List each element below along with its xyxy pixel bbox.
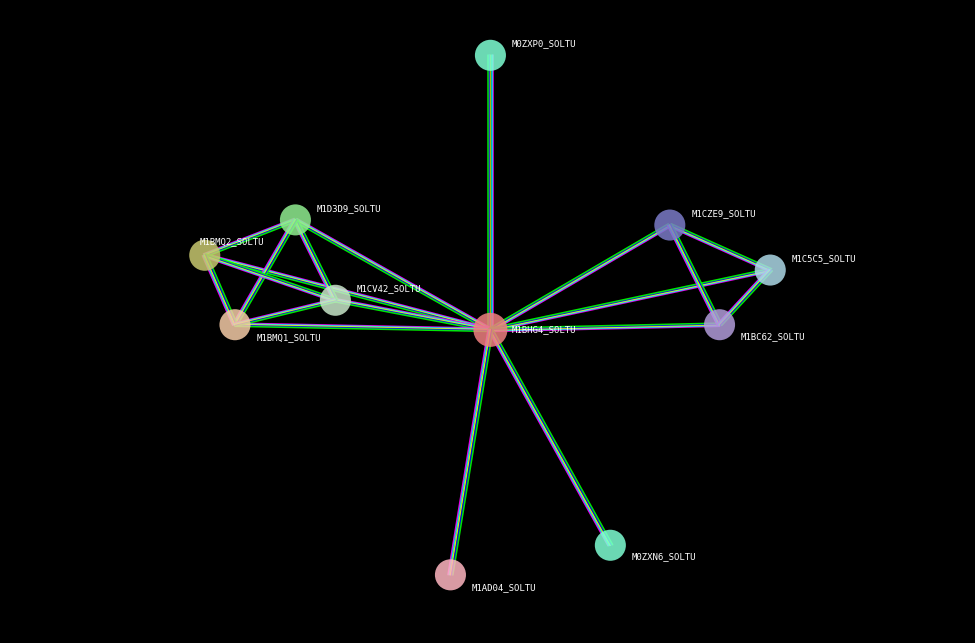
- Text: M1BHG4_SOLTU: M1BHG4_SOLTU: [512, 325, 576, 334]
- Point: [712, 320, 727, 330]
- Text: M1BMQ1_SOLTU: M1BMQ1_SOLTU: [256, 333, 321, 342]
- Point: [227, 320, 243, 330]
- Text: M0ZXP0_SOLTU: M0ZXP0_SOLTU: [512, 39, 576, 48]
- Text: M1D3D9_SOLTU: M1D3D9_SOLTU: [317, 204, 381, 213]
- Point: [483, 325, 498, 335]
- Text: M1C5C5_SOLTU: M1C5C5_SOLTU: [792, 254, 856, 263]
- Text: M1BC62_SOLTU: M1BC62_SOLTU: [741, 332, 805, 341]
- Point: [762, 265, 778, 275]
- Point: [328, 295, 343, 305]
- Text: M1CV42_SOLTU: M1CV42_SOLTU: [357, 284, 421, 293]
- Point: [603, 540, 618, 550]
- Point: [443, 570, 458, 580]
- Text: M0ZXN6_SOLTU: M0ZXN6_SOLTU: [632, 552, 696, 561]
- Point: [288, 215, 303, 225]
- Text: M1BMQ2_SOLTU: M1BMQ2_SOLTU: [200, 237, 264, 246]
- Text: M1AD04_SOLTU: M1AD04_SOLTU: [472, 583, 536, 592]
- Point: [662, 220, 678, 230]
- Point: [483, 50, 498, 60]
- Point: [197, 250, 213, 260]
- Text: M1CZE9_SOLTU: M1CZE9_SOLTU: [691, 209, 756, 218]
